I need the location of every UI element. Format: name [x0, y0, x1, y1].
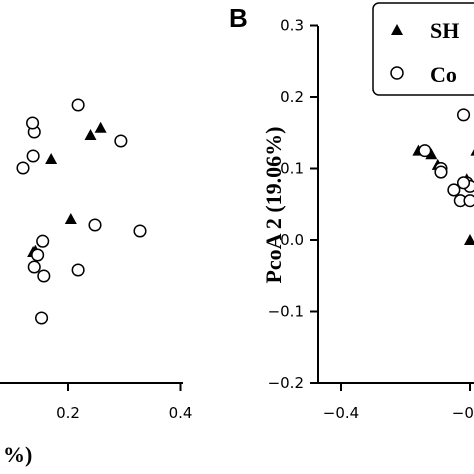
panel-b-point-circle	[463, 194, 474, 208]
legend-circle-marker	[390, 66, 404, 80]
panel-b-point-triangle	[425, 148, 438, 160]
panel-b-point-triangle	[464, 234, 474, 245]
panel-a-point-circle	[36, 234, 50, 248]
panel-b-x-ticks: −0.4 −0.2	[323, 383, 474, 422]
panel-b-y-tick-label: 0.1	[280, 160, 304, 178]
panel-b-letter: B	[229, 3, 248, 33]
panel-a-x-ticks: 0.2 0.4	[56, 383, 193, 422]
panel-b-y-tick-label: 0.0	[280, 231, 304, 249]
panel-a-point-triangle	[64, 213, 77, 224]
panel-a-x-axis-title-fragment: %)	[3, 442, 32, 467]
panel-b-x-tick-label: −0.4	[323, 404, 359, 422]
panel-a-point-circle	[71, 263, 85, 277]
panel-a-point-circle	[26, 116, 40, 130]
panel-a-point-circle	[26, 149, 40, 163]
panel-a-x-tick-label: 0.2	[56, 404, 80, 422]
panel-b-y-ticks: 0.3 0.2 0.1 0.0 −0.1 −0.2	[268, 17, 318, 392]
panel-b-point-circle	[457, 176, 471, 190]
panel-b-x-tick-label: −0.2	[452, 404, 474, 422]
panel-a-point-circle	[71, 98, 85, 112]
panel-b-y-tick-label: 0.2	[280, 88, 304, 106]
panel-b-points	[412, 108, 474, 245]
panel-b-y-tick-label: 0.3	[280, 17, 304, 35]
panel-b-point-circle	[434, 165, 448, 179]
panel-b-point-circle	[457, 108, 471, 122]
panel-b-y-tick-label: −0.1	[268, 303, 304, 321]
legend-label-co: Co	[430, 62, 457, 87]
panel-a-point-circle	[16, 161, 30, 175]
panel-b-legend: SH Co	[372, 2, 474, 96]
panel-a-point-circle	[35, 311, 49, 325]
legend-label-sh: SH	[430, 18, 459, 43]
panel-a-point-circle	[133, 224, 147, 238]
legend-triangle-marker	[391, 24, 403, 35]
panel-a-point-circle	[27, 260, 41, 274]
panel-a-point-circle	[31, 248, 45, 262]
legend-box	[372, 2, 474, 96]
panel-a-point-triangle	[45, 153, 58, 164]
panel-a-point-triangle	[84, 129, 97, 140]
panel-b-point-triangle	[470, 149, 474, 156]
panel-b: B 0.3 0.2 0.1 0.0 −0.1 −0.2 −0.4 −0.2 PcoA 2 (…	[229, 2, 474, 422]
panel-b-point-circle	[418, 144, 432, 158]
panel-a-points	[16, 98, 147, 325]
panel-a-point-circle	[88, 218, 102, 232]
panel-b-y-tick-label: −0.2	[268, 374, 304, 392]
panel-a: 0.2 0.4 %)	[0, 98, 193, 467]
panel-b-y-axis-title: PcoA 2 (19.06%)	[261, 126, 286, 283]
panel-b-point-circle	[447, 183, 461, 197]
panel-a-point-circle	[114, 134, 128, 148]
panel-a-x-tick-label: 0.4	[169, 404, 193, 422]
panel-a-point-triangle	[94, 121, 107, 133]
panel-a-point-circle	[37, 269, 51, 283]
